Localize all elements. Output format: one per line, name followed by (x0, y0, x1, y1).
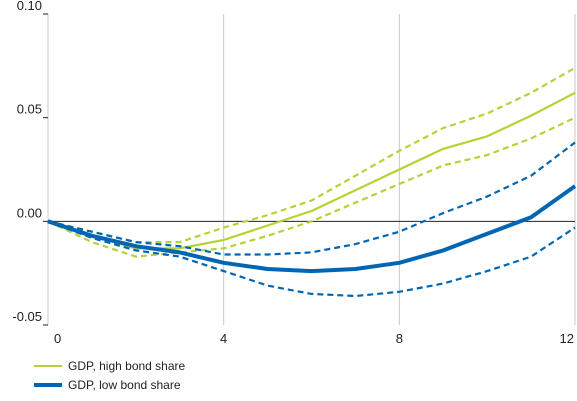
high-bond-share-band-line-2 (47, 116, 576, 258)
legend-item-high-bond-share: GDP, high bond share (34, 356, 185, 375)
y-tick-label-0: -0.05 (12, 309, 42, 324)
x-tick-label-3: 12 (560, 331, 574, 346)
x-axis-labels: 0 4 8 12 (54, 331, 574, 346)
legend-label-high-bond-share: GDP, high bond share (68, 358, 186, 373)
line-chart: -0.05 0.00 0.05 0.10 0 4 8 12 (12, 0, 577, 346)
legend-label-low-bond-share: GDP, low bond share (68, 377, 181, 392)
low-bond-share-band-line-5 (47, 220, 576, 298)
y-tick-label-3: 0.10 (17, 0, 42, 13)
y-tick-label-1: 0.00 (17, 205, 42, 220)
legend-swatch-low-bond-share (34, 382, 62, 387)
y-axis-labels: -0.05 0.00 0.05 0.10 (12, 0, 48, 326)
x-tick-label-1: 4 (220, 331, 227, 346)
legend-item-low-bond-share: GDP, low bond share (34, 375, 185, 394)
x-tick-label-0: 0 (54, 331, 61, 346)
high-bond-share-band-line-1 (47, 66, 576, 244)
y-tick-label-2: 0.05 (17, 102, 42, 117)
series-lines (47, 66, 577, 298)
low-bond-share-band-line-4 (47, 141, 576, 256)
grid-lines (47, 14, 576, 325)
legend: GDP, high bond share GDP, low bond share (34, 356, 185, 394)
low-bond-share-line (47, 184, 577, 274)
high-bond-share-line (47, 91, 576, 250)
legend-swatch-high-bond-share (34, 364, 62, 367)
x-tick-label-2: 8 (396, 331, 403, 346)
